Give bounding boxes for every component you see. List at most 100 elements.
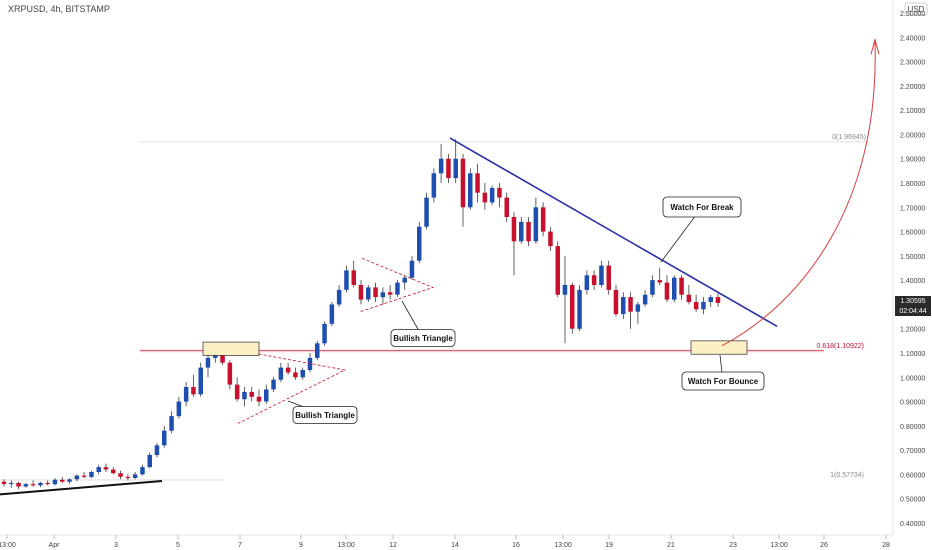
bearish-candle xyxy=(482,183,488,210)
time-tick-label: 28 xyxy=(882,542,890,549)
candle-body xyxy=(460,158,466,208)
bearish-candle xyxy=(249,387,254,402)
candle-body xyxy=(118,473,123,477)
watch-break-callout-box xyxy=(662,196,742,218)
price-tick-label: 1.40000 xyxy=(900,278,925,285)
fib-level-label: 0(1.96945) xyxy=(832,134,866,141)
candle-body xyxy=(533,207,539,242)
bullish-candle xyxy=(183,382,189,407)
bearish-candle xyxy=(293,367,298,380)
bullish-candle xyxy=(431,168,437,203)
descending-trendline xyxy=(449,137,778,327)
candle-body xyxy=(220,350,225,363)
bullish-candle xyxy=(198,362,203,397)
candle-body xyxy=(562,285,568,295)
price-tick-label: 0.40000 xyxy=(900,521,925,528)
bearish-candle xyxy=(628,292,633,329)
candle-body xyxy=(344,270,349,290)
bearish-candle xyxy=(540,202,546,237)
candle-body xyxy=(315,343,320,358)
candle-body xyxy=(358,285,364,300)
price-tick-label: 2.10000 xyxy=(900,108,925,115)
bearish-candle xyxy=(526,217,531,247)
candle-body xyxy=(111,469,116,474)
candle-body xyxy=(453,158,458,179)
bullish-triangle-callout-1-text: Bullish Triangle xyxy=(295,411,355,420)
bearish-candle xyxy=(191,374,196,397)
last-price-label: 1.30595 02:04:44 xyxy=(895,296,931,316)
bullish-candle xyxy=(52,478,58,486)
bearish-candle xyxy=(686,285,692,305)
bullish-candle xyxy=(366,285,371,302)
bullish-candle xyxy=(38,481,43,488)
time-tick-label: 19 xyxy=(605,542,613,549)
drawings-under xyxy=(0,479,163,496)
price-tick-label: 1.80000 xyxy=(900,181,925,188)
bullish-candle xyxy=(74,474,80,482)
time-tick-label: 13:00 xyxy=(554,542,572,549)
candle-body xyxy=(664,282,670,300)
candle-body xyxy=(74,475,80,480)
bullish-candle xyxy=(169,411,174,434)
candle-body xyxy=(264,389,269,402)
price-tick-label: 1.00000 xyxy=(900,375,925,382)
price-tick-label: 0.70000 xyxy=(900,448,925,455)
bullish-candle xyxy=(708,294,713,307)
candle-body xyxy=(577,289,582,329)
candle-body xyxy=(38,482,43,486)
candle-body xyxy=(176,401,182,417)
bullish-candle xyxy=(635,302,641,324)
price-tick-label: 2.00000 xyxy=(900,132,925,139)
triangle-pattern-1 xyxy=(233,348,347,424)
candle-body xyxy=(693,302,699,310)
bearish-candle xyxy=(30,480,36,487)
candle-body xyxy=(446,158,451,179)
projection-arrowhead xyxy=(870,37,880,55)
bearish-candle xyxy=(358,280,364,305)
candle-body xyxy=(271,379,276,390)
triangle-pattern-2 xyxy=(359,257,435,313)
bearish-candle xyxy=(125,474,131,481)
bullish-candle xyxy=(9,480,14,488)
candle-body xyxy=(373,287,378,298)
price-tick-label: 0.80000 xyxy=(900,424,925,431)
candle-body xyxy=(431,173,437,198)
bullish-candle xyxy=(577,285,582,332)
bearish-candle xyxy=(679,275,684,300)
time-tick-label: 12 xyxy=(389,542,397,549)
price-tick-label: 2.30000 xyxy=(900,60,925,67)
candle-body xyxy=(96,467,101,472)
bullish-candle xyxy=(140,464,145,476)
bullish-candle xyxy=(154,442,160,458)
bullish-candle xyxy=(380,287,386,305)
bullish-candle xyxy=(162,425,167,448)
bearish-candle xyxy=(45,480,50,486)
candle-body xyxy=(242,391,247,400)
bearish-candle xyxy=(504,192,509,222)
currency-badge-box xyxy=(904,2,928,16)
candle-body xyxy=(198,367,203,395)
candle-body xyxy=(45,482,50,485)
candle-body xyxy=(526,221,531,242)
candle-body xyxy=(402,277,407,283)
support-trendline xyxy=(0,479,163,496)
bullish-candle xyxy=(453,139,458,183)
candle-body xyxy=(1,481,7,485)
bullish-candle xyxy=(489,185,495,205)
fib-level-label: 1(0.57734) xyxy=(830,472,864,479)
bullish-triangle-callout-1: Bullish Triangle xyxy=(287,400,358,424)
bullish-triangle-callout-2-text: Bullish Triangle xyxy=(393,334,453,343)
candle-body xyxy=(205,357,211,368)
candle-body xyxy=(9,482,14,485)
bearish-candle xyxy=(497,183,502,208)
bearish-candle xyxy=(555,241,560,298)
candle-body xyxy=(30,484,36,486)
bullish-triangle-callout-2-box xyxy=(390,329,456,347)
candle-body xyxy=(591,275,597,285)
candle-body xyxy=(249,391,254,397)
bullish-candle xyxy=(424,192,429,230)
bearish-candle xyxy=(81,472,87,479)
drawings: Watch For Break Watch For Bounce Bullish T… xyxy=(202,37,880,424)
candle-body xyxy=(555,246,560,295)
